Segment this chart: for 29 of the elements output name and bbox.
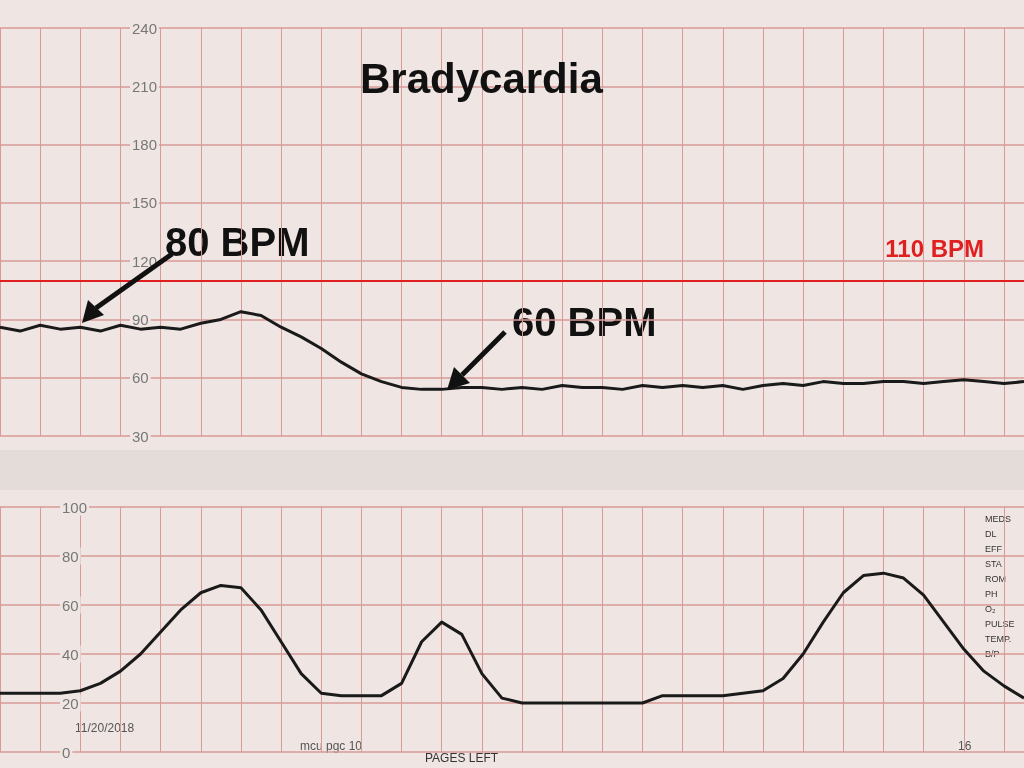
annotation: MEDS	[985, 513, 1012, 524]
annotation: B/P	[985, 648, 1000, 659]
annotation: TEMP.	[985, 633, 1012, 644]
y-tick-label: 100	[62, 498, 88, 516]
annotation: 80 BPM	[165, 220, 310, 264]
y-tick-label: 80	[62, 547, 79, 565]
y-tick-label: 60	[62, 596, 79, 614]
annotation: 60 BPM	[512, 300, 657, 344]
text: Bradycardia	[360, 54, 604, 102]
annotation: PAGES LEFT	[425, 751, 499, 765]
y-tick-label: 150	[132, 194, 158, 212]
annotation: EFF	[985, 543, 1003, 554]
annotation: 11/20/2018	[75, 721, 135, 735]
y-tick-label: 60	[132, 369, 149, 387]
annotation: PH	[985, 588, 998, 599]
annotation: DL	[985, 528, 997, 539]
y-tick-label: 30	[132, 427, 149, 445]
y-tick-label: 180	[132, 136, 158, 154]
y-tick-label: 240	[132, 19, 158, 37]
y-tick-label: 20	[62, 694, 79, 712]
line-series	[0, 310, 1024, 391]
ref-line-label: 110 BPM	[885, 235, 984, 263]
y-tick-label: 40	[62, 645, 79, 663]
y-tick-label: 0	[62, 743, 71, 761]
y-tick-label: 90	[132, 310, 149, 328]
annotation: STA	[985, 558, 1002, 569]
y-tick-label: 210	[132, 77, 158, 95]
annotation: 16	[958, 739, 972, 753]
annotation: O₂	[985, 603, 996, 614]
